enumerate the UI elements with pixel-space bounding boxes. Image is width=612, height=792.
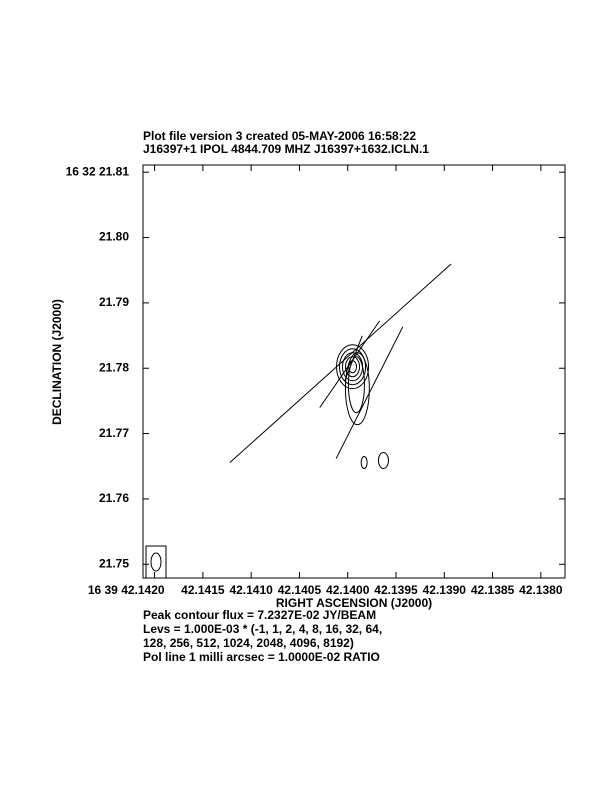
y-tick-label: 21.77: [99, 426, 129, 440]
x-tick-label: 42.1385: [471, 583, 515, 597]
x-tick-label: 16 39 42.1420: [88, 583, 165, 597]
y-tick-label: 21.78: [99, 360, 129, 374]
pol-vector: [344, 335, 363, 381]
y-tick-label: 16 32 21.81: [66, 164, 130, 178]
y-tick-label: 21.80: [99, 230, 129, 244]
x-tick-label: 42.1415: [181, 583, 225, 597]
x-tick-label: 42.1380: [519, 583, 563, 597]
beam-box: [145, 545, 167, 579]
x-axis-label: RIGHT ASCENSION (J2000): [276, 596, 432, 610]
beam: [150, 552, 162, 572]
x-tick-label: 42.1390: [423, 583, 467, 597]
pol-vector: [319, 320, 381, 408]
note: Levs = 1.000E-03 * (-1, 1, 2, 4, 8, 16, …: [143, 622, 382, 636]
chart-subtitle: J16397+1 IPOL 4844.709 MHZ J16397+1632.I…: [143, 142, 429, 156]
pol-vector: [229, 263, 452, 463]
x-tick-label: 42.1405: [278, 583, 322, 597]
y-tick-label: 21.75: [99, 556, 129, 570]
pol-vector: [335, 326, 404, 459]
contour: [339, 348, 367, 386]
y-axis-label: DECLINATION (J2000): [50, 299, 64, 425]
y-tick-label: 21.76: [99, 491, 129, 505]
contour: [345, 356, 361, 378]
note: Pol line 1 milli arcsec = 1.0000E-02 RAT…: [143, 650, 380, 664]
chart-title: Plot file version 3 created 05-MAY-2006 …: [143, 129, 416, 143]
plot-frame: [142, 164, 566, 579]
note: Peak contour flux = 7.2327E-02 JY/BEAM: [143, 608, 376, 622]
contour: [377, 452, 389, 469]
contour: [336, 344, 370, 390]
contour: [360, 456, 368, 470]
x-tick-label: 42.1400: [326, 583, 370, 597]
note: 128, 256, 512, 1024, 2048, 4096, 8192): [143, 636, 354, 650]
x-tick-label: 42.1410: [229, 583, 273, 597]
x-tick-label: 42.1395: [374, 583, 418, 597]
y-tick-label: 21.79: [99, 295, 129, 309]
contour: [347, 356, 365, 414]
